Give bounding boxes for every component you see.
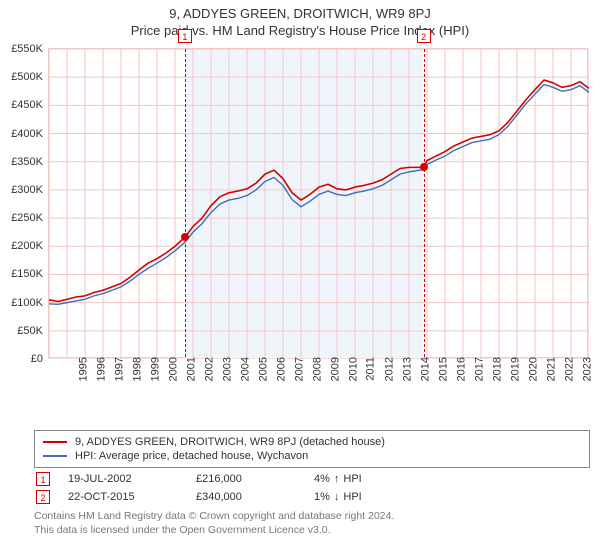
footer-line-1: Contains HM Land Registry data © Crown c… bbox=[34, 510, 590, 524]
x-tick-label: 2024 bbox=[593, 357, 600, 381]
x-tick-label: 2014 bbox=[413, 357, 431, 381]
y-tick-label: £0 bbox=[31, 353, 49, 365]
sales-table: 1 19-JUL-2002 £216,000 4% ↑HPI 2 22-OCT-2015 £3… bbox=[34, 468, 590, 504]
x-tick-label: 2002 bbox=[197, 357, 215, 381]
legend-row: 9, ADDYES GREEN, DROITWICH, WR9 8PJ (det… bbox=[43, 435, 581, 449]
y-tick-label: £500K bbox=[11, 71, 49, 83]
x-tick-label: 1997 bbox=[107, 357, 125, 381]
sale-delta-pct: 1% bbox=[314, 491, 330, 503]
x-tick-label: 2016 bbox=[449, 357, 467, 381]
arrow-icon: ↑ bbox=[334, 473, 340, 485]
y-tick-label: £350K bbox=[11, 156, 49, 168]
y-tick-label: £250K bbox=[11, 212, 49, 224]
x-tick-label: 2022 bbox=[557, 357, 575, 381]
sale-delta: 4% ↑HPI bbox=[314, 473, 362, 485]
x-tick-label: 2000 bbox=[161, 357, 179, 381]
sale-price: £340,000 bbox=[196, 491, 296, 503]
x-tick-label: 2019 bbox=[503, 357, 521, 381]
sale-price: £216,000 bbox=[196, 473, 296, 485]
sale-delta: 1% ↓HPI bbox=[314, 491, 362, 503]
x-tick-label: 1998 bbox=[125, 357, 143, 381]
sale-row: 1 19-JUL-2002 £216,000 4% ↑HPI bbox=[34, 468, 590, 486]
x-tick-label: 2001 bbox=[179, 357, 197, 381]
plot-area: £0£50K£100K£150K£200K£250K£300K£350K£400… bbox=[48, 48, 588, 358]
arrow-icon: ↓ bbox=[334, 491, 340, 503]
footer-line-2: This data is licensed under the Open Gov… bbox=[34, 524, 590, 538]
y-tick-label: £150K bbox=[11, 268, 49, 280]
sale-marker-index-box: 1 bbox=[178, 29, 192, 43]
legend-swatch bbox=[43, 455, 67, 457]
x-tick-label: 2018 bbox=[485, 357, 503, 381]
x-tick-label: 2004 bbox=[233, 357, 251, 381]
sale-marker-dot bbox=[181, 233, 189, 241]
legend-label: HPI: Average price, detached house, Wych… bbox=[75, 450, 308, 462]
x-tick-label: 2003 bbox=[215, 357, 233, 381]
sale-delta-label: HPI bbox=[343, 473, 361, 485]
sale-idx-box: 1 bbox=[36, 472, 50, 486]
x-tick-label: 2009 bbox=[323, 357, 341, 381]
x-tick-label: 1999 bbox=[143, 357, 161, 381]
chart-container: 9, ADDYES GREEN, DROITWICH, WR9 8PJ Pric… bbox=[0, 0, 600, 560]
x-tick-label: 1995 bbox=[71, 357, 89, 381]
x-tick-label: 2013 bbox=[395, 357, 413, 381]
sale-date: 19-JUL-2002 bbox=[68, 473, 178, 485]
sale-row: 2 22-OCT-2015 £340,000 1% ↓HPI bbox=[34, 486, 590, 504]
footer-attribution: Contains HM Land Registry data © Crown c… bbox=[34, 504, 590, 537]
x-tick-label: 2015 bbox=[431, 357, 449, 381]
legend-box: 9, ADDYES GREEN, DROITWICH, WR9 8PJ (det… bbox=[34, 430, 590, 468]
x-tick-label: 1996 bbox=[89, 357, 107, 381]
x-tick-label: 2023 bbox=[575, 357, 593, 381]
sale-date: 22-OCT-2015 bbox=[68, 491, 178, 503]
legend-swatch bbox=[43, 441, 67, 443]
chart-title-address: 9, ADDYES GREEN, DROITWICH, WR9 8PJ bbox=[0, 0, 600, 21]
y-tick-label: £550K bbox=[11, 43, 49, 55]
sale-delta-pct: 4% bbox=[314, 473, 330, 485]
x-tick-label: 2021 bbox=[539, 357, 557, 381]
plot-svg bbox=[49, 49, 589, 359]
x-tick-label: 2008 bbox=[305, 357, 323, 381]
chart-title-sub: Price paid vs. HM Land Registry's House … bbox=[0, 21, 600, 42]
legend-label: 9, ADDYES GREEN, DROITWICH, WR9 8PJ (det… bbox=[75, 436, 385, 448]
x-tick-label: 2012 bbox=[377, 357, 395, 381]
legend-zone: 9, ADDYES GREEN, DROITWICH, WR9 8PJ (det… bbox=[34, 430, 590, 537]
y-tick-label: £50K bbox=[17, 325, 49, 337]
sale-marker-dot bbox=[420, 163, 428, 171]
y-tick-label: £400K bbox=[11, 128, 49, 140]
x-tick-label: 2020 bbox=[521, 357, 539, 381]
x-tick-label: 2007 bbox=[287, 357, 305, 381]
y-tick-label: £450K bbox=[11, 99, 49, 111]
x-tick-label: 2011 bbox=[359, 357, 377, 381]
legend-row: HPI: Average price, detached house, Wych… bbox=[43, 449, 581, 463]
y-tick-label: £100K bbox=[11, 297, 49, 309]
sale-marker-index-box: 2 bbox=[417, 29, 431, 43]
y-tick-label: £300K bbox=[11, 184, 49, 196]
x-tick-label: 2010 bbox=[341, 357, 359, 381]
x-tick-label: 2017 bbox=[467, 357, 485, 381]
sale-delta-label: HPI bbox=[343, 491, 361, 503]
sale-idx-box: 2 bbox=[36, 490, 50, 504]
x-tick-label: 2005 bbox=[251, 357, 269, 381]
x-tick-label: 2006 bbox=[269, 357, 287, 381]
sale-marker-vline bbox=[424, 49, 425, 357]
y-tick-label: £200K bbox=[11, 240, 49, 252]
sale-marker-vline bbox=[185, 49, 186, 357]
